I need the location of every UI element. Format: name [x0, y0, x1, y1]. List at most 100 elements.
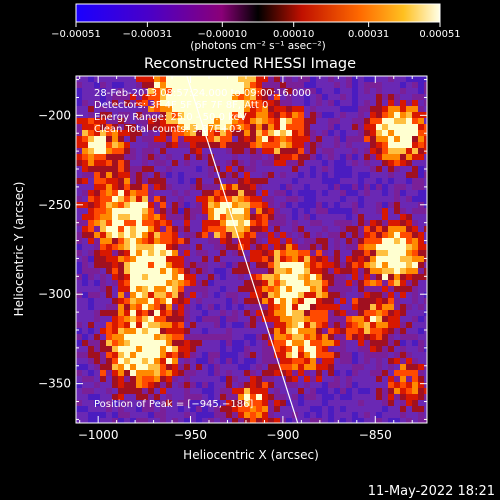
heatmap-cell: [280, 244, 286, 250]
heatmap-cell: [160, 172, 166, 178]
heatmap-cell: [196, 106, 202, 112]
heatmap-cell: [214, 274, 220, 280]
heatmap-cell: [388, 238, 394, 244]
heatmap-cell: [118, 136, 124, 142]
heatmap-cell: [226, 280, 232, 286]
heatmap-cell: [136, 94, 142, 100]
heatmap-cell: [388, 88, 394, 94]
heatmap-cell: [160, 376, 166, 382]
heatmap-cell: [256, 334, 262, 340]
heatmap-cell: [274, 274, 280, 280]
heatmap-cell: [124, 412, 130, 418]
heatmap-cell: [388, 82, 394, 88]
heatmap-cell: [394, 346, 400, 352]
heatmap-cell: [190, 196, 196, 202]
heatmap-cell: [232, 142, 238, 148]
heatmap-cell: [184, 88, 190, 94]
heatmap-cell: [352, 184, 358, 190]
heatmap-cell: [220, 112, 226, 118]
heatmap-cell: [220, 292, 226, 298]
heatmap-cell: [304, 106, 310, 112]
heatmap-cell: [136, 310, 142, 316]
heatmap-cell: [310, 376, 316, 382]
colorbar-ticks: −0.00051 −0.00031 −0.00010 0.00010 0.00031 0.…: [51, 22, 461, 40]
heatmap-cell: [364, 76, 370, 82]
heatmap-cell: [166, 220, 172, 226]
heatmap-cell: [226, 184, 232, 190]
heatmap-cell: [184, 94, 190, 100]
heatmap-cell: [142, 100, 148, 106]
heatmap-cell: [142, 220, 148, 226]
heatmap-cell: [298, 328, 304, 334]
heatmap-cell: [130, 220, 136, 226]
heatmap-cell: [226, 292, 232, 298]
heatmap-cell: [256, 232, 262, 238]
heatmap-cell: [280, 352, 286, 358]
heatmap-cell: [208, 142, 214, 148]
heatmap-cell: [178, 190, 184, 196]
heatmap-cell: [172, 214, 178, 220]
heatmap-cell: [268, 238, 274, 244]
heatmap-cell: [238, 214, 244, 220]
heatmap-cell: [370, 232, 376, 238]
heatmap-cell: [292, 112, 298, 118]
heatmap-cell: [148, 388, 154, 394]
heatmap-cell: [184, 346, 190, 352]
heatmap-cell: [376, 388, 382, 394]
heatmap-cell: [388, 322, 394, 328]
heatmap-cell: [280, 82, 286, 88]
heatmap-cell: [88, 88, 94, 94]
heatmap-cell: [184, 400, 190, 406]
heatmap-cell: [370, 208, 376, 214]
heatmap-cell: [178, 364, 184, 370]
heatmap-cell: [238, 280, 244, 286]
heatmap-cell: [394, 334, 400, 340]
heatmap-cell: [178, 112, 184, 118]
heatmap-cell: [346, 112, 352, 118]
heatmap-cell: [352, 178, 358, 184]
heatmap-cell: [208, 82, 214, 88]
heatmap-cell: [124, 226, 130, 232]
heatmap-cell: [148, 166, 154, 172]
heatmap-cell: [412, 316, 418, 322]
heatmap-cell: [340, 316, 346, 322]
heatmap-cell: [346, 304, 352, 310]
heatmap-cell: [292, 202, 298, 208]
heatmap-cell: [154, 76, 160, 82]
heatmap-cell: [250, 262, 256, 268]
heatmap-cell: [208, 118, 214, 124]
heatmap-cell: [298, 244, 304, 250]
heatmap-cell: [304, 94, 310, 100]
heatmap-cell: [142, 136, 148, 142]
heatmap-cell: [286, 202, 292, 208]
heatmap-cell: [382, 148, 388, 154]
heatmap-cell: [418, 208, 424, 214]
heatmap-cell: [124, 280, 130, 286]
heatmap-cell: [274, 178, 280, 184]
heatmap-cell: [208, 184, 214, 190]
heatmap-cell: [346, 256, 352, 262]
heatmap-cell: [148, 298, 154, 304]
heatmap-cell: [310, 112, 316, 118]
heatmap-cell: [316, 328, 322, 334]
heatmap-cell: [280, 388, 286, 394]
heatmap-cell: [142, 388, 148, 394]
heatmap-cell: [94, 250, 100, 256]
heatmap-cell: [328, 100, 334, 106]
heatmap-cell: [274, 244, 280, 250]
heatmap-cell: [412, 106, 418, 112]
heatmap-cell: [406, 100, 412, 106]
heatmap-cell: [202, 340, 208, 346]
heatmap-cell: [334, 208, 340, 214]
heatmap-cell: [130, 94, 136, 100]
heatmap-cell: [316, 166, 322, 172]
heatmap-cell: [136, 244, 142, 250]
heatmap-cell: [400, 406, 406, 412]
heatmap-cell: [298, 340, 304, 346]
heatmap-cell: [100, 280, 106, 286]
heatmap-cell: [100, 172, 106, 178]
heatmap-cell: [286, 316, 292, 322]
heatmap-cell: [370, 124, 376, 130]
heatmap-cell: [208, 112, 214, 118]
heatmap-cell: [256, 328, 262, 334]
